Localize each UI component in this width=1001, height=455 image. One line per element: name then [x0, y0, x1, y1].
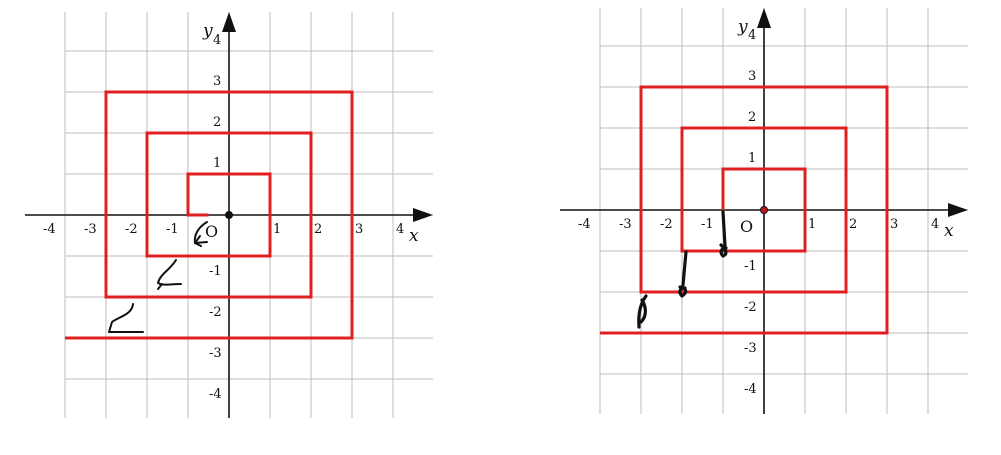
y-axis-arrow-icon — [757, 8, 771, 28]
x-tick-label: -3 — [84, 222, 97, 237]
y-axis-label: y — [202, 21, 213, 41]
y-tick-label: 3 — [213, 74, 221, 89]
y-axis-arrow-icon — [222, 12, 236, 32]
x-tick-label: 4 — [931, 217, 939, 232]
y-axis-label: y — [737, 17, 748, 37]
x-axis-arrow-icon — [413, 208, 433, 222]
x-tick-label: -2 — [660, 217, 673, 232]
origin-dot — [225, 211, 233, 219]
left-coordinate-plane: x y -4 -3 -2 -1 1 2 3 4 4 3 2 1 -1 -2 -3 -4 O — [25, 12, 433, 418]
y-tick-label: -3 — [209, 346, 222, 361]
x-tick-label: 4 — [396, 222, 404, 237]
handdrawn-turn-arrow-icon — [108, 303, 144, 333]
right-coordinate-plane: x y -4 -3 -2 -1 1 2 3 4 4 3 2 1 -1 -2 -3 -4 O — [560, 8, 968, 414]
x-axis-arrow-icon — [948, 203, 968, 217]
y-tick-label: -3 — [744, 341, 757, 356]
y-tick-label: 4 — [748, 28, 756, 43]
x-tick-label: 1 — [808, 217, 816, 232]
handdrawn-arrowhead-icon — [194, 235, 202, 247]
y-tick-label: -1 — [744, 259, 757, 274]
x-tick-label: -3 — [619, 217, 632, 232]
y-tick-label: -4 — [209, 387, 222, 402]
x-tick-label: -1 — [166, 222, 179, 237]
x-tick-label: 2 — [314, 222, 322, 237]
y-tick-label: 1 — [748, 151, 756, 166]
handdrawn-pen-mark-icon — [678, 250, 688, 298]
x-tick-label: -1 — [701, 217, 714, 232]
x-tick-label: 1 — [273, 222, 281, 237]
x-tick-label: 3 — [355, 222, 363, 237]
x-tick-label: -2 — [125, 222, 138, 237]
origin-label: O — [205, 222, 218, 241]
handdrawn-turn-arrow-icon — [157, 259, 182, 290]
origin-dot — [760, 206, 768, 214]
red-spiral-path — [600, 85, 889, 335]
y-tick-label: -1 — [209, 264, 222, 279]
x-axis-label: x — [409, 226, 419, 246]
y-tick-label: -4 — [744, 382, 757, 397]
y-tick-label: 4 — [213, 33, 221, 48]
handdrawn-pen-mark-icon — [719, 210, 728, 258]
y-tick-label: 3 — [748, 69, 756, 84]
y-tick-label: 1 — [213, 156, 221, 171]
origin-label: O — [740, 217, 753, 236]
x-tick-label: -4 — [43, 222, 56, 237]
x-tick-label: -4 — [578, 217, 591, 232]
x-tick-label: 3 — [890, 217, 898, 232]
y-tick-label: -2 — [209, 305, 222, 320]
y-tick-label: -2 — [744, 300, 757, 315]
x-axis-label: x — [944, 221, 954, 241]
grid — [599, 8, 968, 414]
red-spiral-path — [65, 90, 354, 340]
y-tick-label: 2 — [213, 115, 221, 130]
y-tick-label: 2 — [748, 110, 756, 125]
x-tick-label: 2 — [849, 217, 857, 232]
handdrawn-pen-mark-icon — [637, 294, 648, 329]
